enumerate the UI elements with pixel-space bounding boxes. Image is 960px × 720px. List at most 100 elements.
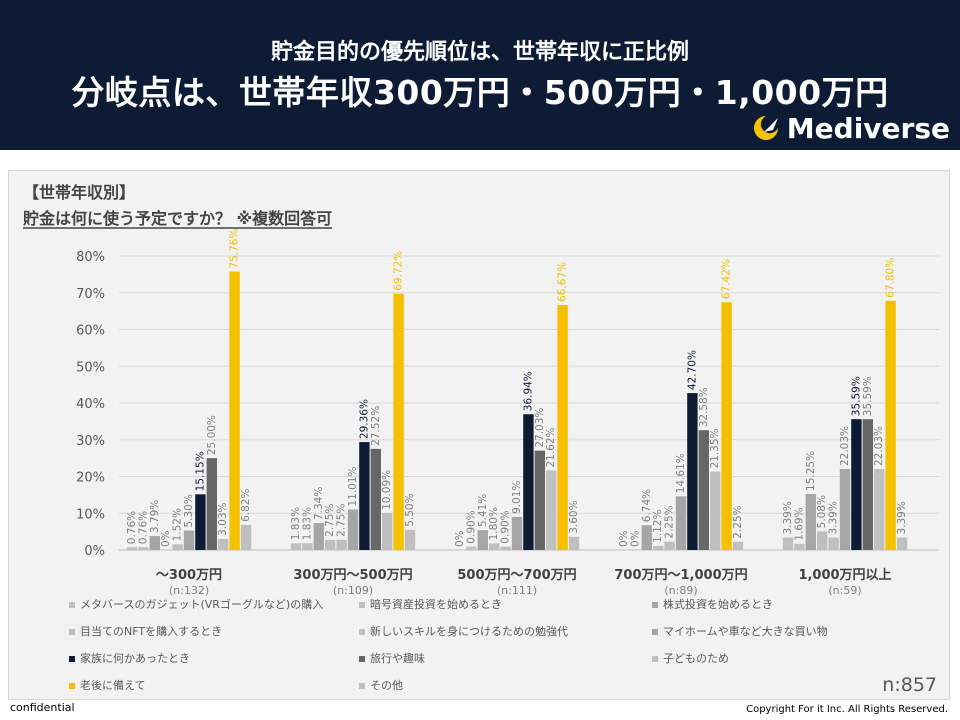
bar: [382, 512, 393, 550]
logo-text: Mediverse: [786, 111, 950, 145]
data-label: 1.83%: [301, 507, 313, 540]
bar: [229, 271, 240, 550]
data-label: 14.61%: [675, 453, 687, 493]
category-n-label: (n:89): [664, 584, 697, 597]
data-label: 0.76%: [137, 511, 149, 544]
bar: [568, 536, 580, 550]
data-label: 5.30%: [183, 494, 195, 527]
bar: [290, 543, 302, 550]
data-label: 27.03%: [534, 408, 546, 448]
data-label: 22.03%: [873, 426, 885, 466]
data-label: 36.94%: [522, 371, 534, 411]
legend-label: 新しいスキルを身につけるための勉強代: [370, 624, 568, 638]
bar: [641, 525, 652, 550]
y-tick-label: 70%: [76, 287, 105, 302]
bar: [206, 458, 217, 550]
bar: [313, 523, 324, 550]
header-banner: 貯金目的の優先順位は、世帯年収に正比例 分岐点は、世帯年収300万円・500万円…: [0, 0, 960, 150]
legend-swatch: [69, 602, 75, 608]
data-label: 0%: [160, 530, 172, 547]
data-label: 35.59%: [862, 376, 874, 416]
data-label: 32.58%: [698, 387, 710, 427]
data-label: 27.52%: [370, 406, 382, 446]
bar: [534, 450, 545, 550]
bar: [874, 469, 885, 550]
data-label: 5.50%: [404, 493, 416, 526]
data-label: 29.36%: [358, 399, 370, 439]
data-label: 6.82%: [240, 489, 252, 522]
data-label: 6.74%: [641, 489, 653, 522]
sample-size-note: n:857: [882, 674, 937, 696]
data-label: 2.75%: [324, 504, 336, 537]
bar: [393, 293, 404, 550]
bar: [302, 543, 313, 550]
legend-swatch: [359, 656, 365, 662]
chart-panel: 【世帯年収別】 貯金は何に使う予定ですか？ ※複数回答可 0% 10% 20% 30% 40…: [8, 170, 950, 700]
chart: 【世帯年収別】貯金は何に使う予定ですか？ ※複数回答可 0% 10% 20% 30% 40…: [23, 183, 939, 696]
bar: [477, 530, 488, 550]
bar: [370, 448, 381, 550]
data-label: 15.25%: [805, 451, 817, 491]
data-label: 0.90%: [500, 510, 512, 543]
bar: [489, 543, 500, 550]
legend-label: 老後に備えて: [80, 678, 145, 692]
legend-label: 子どものため: [663, 652, 729, 665]
legend-swatch: [652, 656, 658, 662]
legend-label: マイホームや車など大きな買い物: [663, 624, 828, 638]
data-label: 67.42%: [721, 259, 733, 299]
data-label: 0.90%: [465, 510, 477, 543]
bar: [896, 537, 908, 550]
category-n-label: (n:132): [169, 584, 209, 597]
bar: [828, 537, 839, 550]
bar: [732, 541, 744, 550]
bar: [500, 546, 511, 550]
data-label: 22.03%: [839, 426, 851, 466]
data-label: 9.01%: [511, 481, 523, 514]
data-label: 0%: [618, 530, 630, 547]
legend-swatch: [69, 683, 75, 689]
data-label: 21.62%: [545, 427, 557, 467]
data-label: 75.76%: [229, 229, 241, 269]
legend-swatch: [359, 683, 365, 689]
category-n-label: (n:109): [333, 584, 373, 597]
data-label: 2.25%: [732, 505, 744, 538]
bar: [138, 547, 149, 550]
bar: [675, 496, 687, 550]
data-label: 25.00%: [206, 415, 218, 455]
bar: [885, 300, 896, 550]
header-subtitle: 貯金目的の優先順位は、世帯年収に正比例: [270, 40, 689, 65]
data-label: 2.75%: [336, 504, 348, 537]
bar: [347, 509, 359, 550]
data-label: 1.12%: [652, 510, 664, 543]
bar: [557, 304, 568, 550]
category-label: 700万円〜1,000万円: [614, 568, 747, 583]
bar: [195, 494, 206, 550]
legend-swatch: [652, 629, 658, 635]
bar: [218, 538, 229, 550]
data-label: 5.08%: [816, 495, 828, 528]
bar: [710, 471, 721, 550]
legend-swatch: [359, 602, 365, 608]
data-label: 21.35%: [709, 428, 721, 468]
bar: [325, 539, 336, 550]
mediverse-logo: Mediverse: [751, 111, 950, 145]
data-label: 3.79%: [149, 500, 161, 533]
category-label: 1,000万円以上: [798, 568, 891, 583]
y-tick-label: 50%: [76, 360, 105, 375]
data-label: 7.34%: [313, 487, 325, 520]
data-label: 5.41%: [477, 494, 489, 527]
bar: [240, 524, 252, 550]
y-tick-label: 20%: [76, 471, 105, 486]
chart-title-line1: 【世帯年収別】: [23, 183, 135, 202]
legend-label: 家族に何かあったとき: [80, 651, 190, 665]
data-label: 1.80%: [488, 507, 500, 540]
moon-rocket-icon: [753, 116, 778, 140]
bar: [172, 544, 183, 550]
legend-label: メタバースのガジェット(VRゴーグルなど)の購入: [80, 597, 323, 611]
data-label: 1.69%: [793, 507, 805, 540]
bar: [862, 419, 873, 550]
bar: [523, 414, 534, 550]
y-tick-label: 80%: [76, 250, 105, 265]
data-label: 3.39%: [896, 501, 908, 534]
data-label: 3.03%: [217, 502, 229, 535]
